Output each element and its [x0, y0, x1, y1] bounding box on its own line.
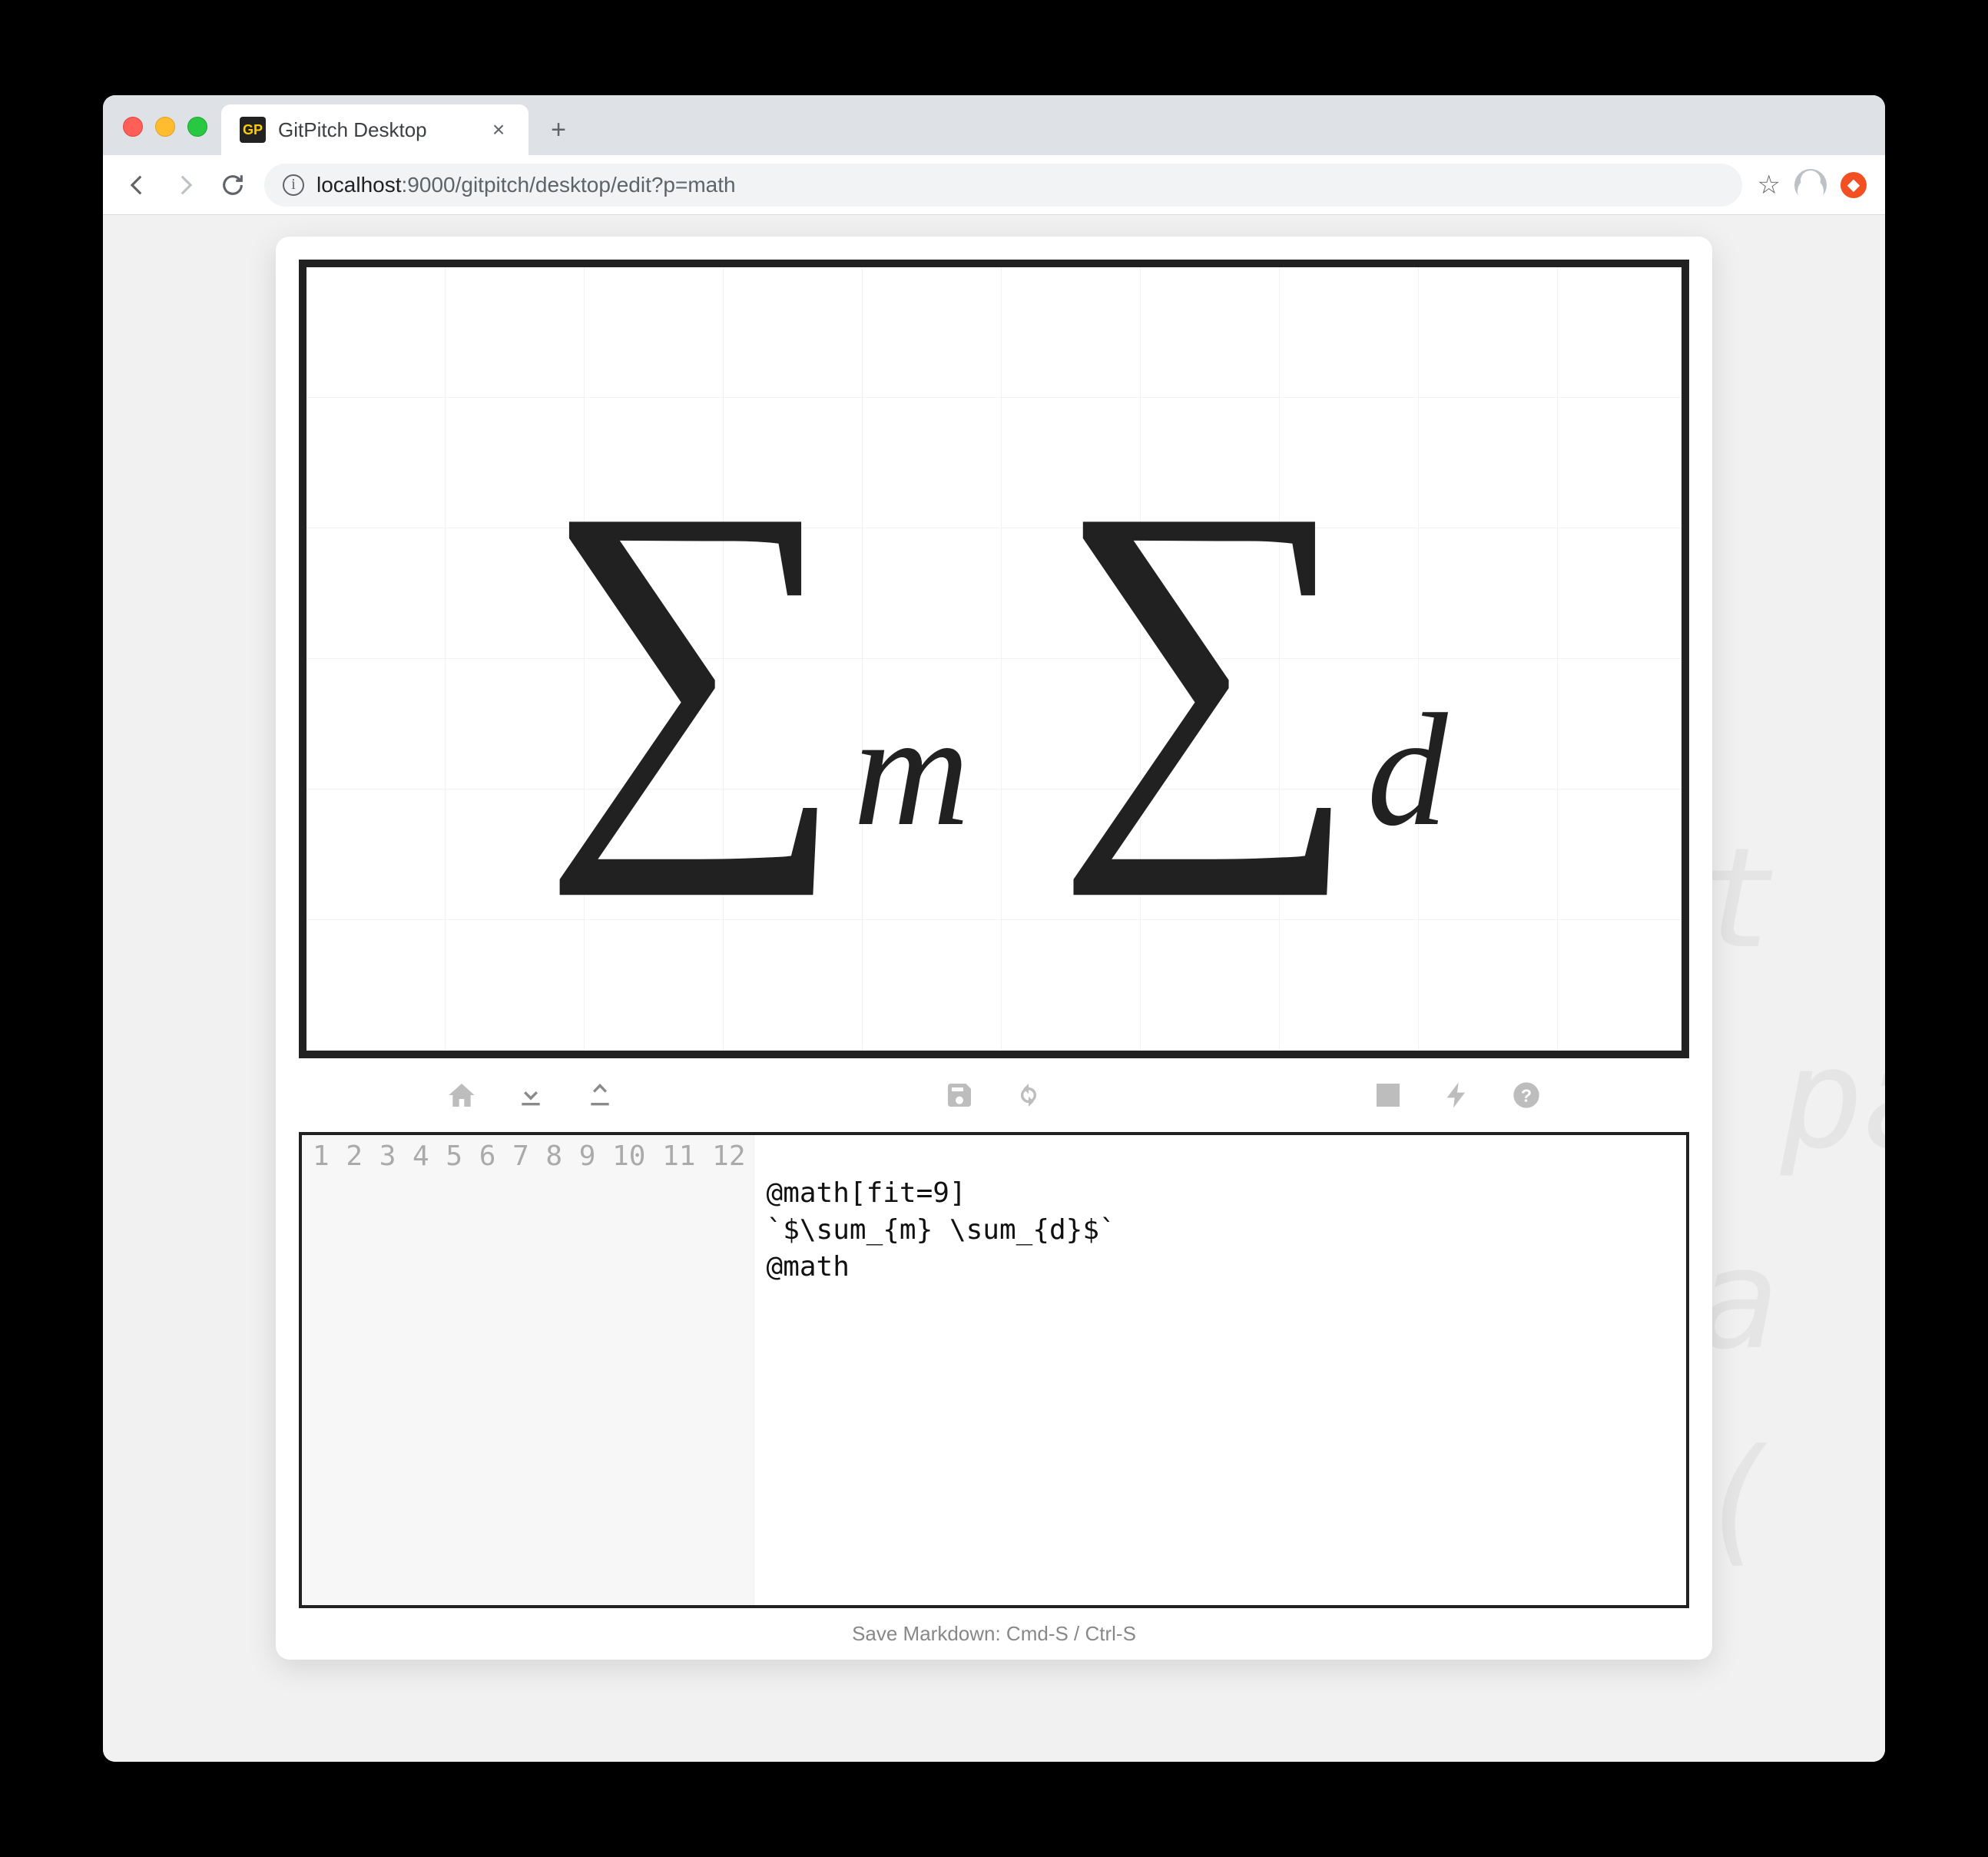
tab-title: GitPitch Desktop — [278, 118, 427, 142]
bolt-icon[interactable] — [1440, 1078, 1474, 1112]
site-info-icon[interactable]: i — [283, 174, 304, 196]
download-icon[interactable] — [514, 1078, 548, 1112]
refresh-icon[interactable] — [1012, 1078, 1045, 1112]
slide-preview: ∑ m ∑ d — [299, 260, 1689, 1058]
new-tab-button[interactable]: + — [539, 111, 578, 149]
address-bar: i localhost:9000/gitpitch/desktop/edit?p… — [103, 155, 1885, 215]
tab-favicon: GP — [240, 117, 266, 143]
browser-window: GP GitPitch Desktop × + i localhost:9000… — [103, 95, 1885, 1762]
page-content: et pa 1a d( ∑ m ∑ d — [103, 215, 1885, 1762]
nav-back-button[interactable] — [121, 169, 154, 201]
bookmark-star-icon[interactable]: ☆ — [1758, 170, 1781, 200]
home-icon[interactable] — [445, 1078, 479, 1112]
tab-close-icon[interactable]: × — [487, 118, 510, 141]
nav-reload-button[interactable] — [217, 169, 249, 201]
nav-forward-button[interactable] — [169, 169, 201, 201]
editor-toolbar: ? — [299, 1058, 1689, 1132]
sigma-symbol: ∑ — [540, 498, 847, 820]
gitpitch-panel: ∑ m ∑ d — [276, 237, 1712, 1660]
url-text: localhost:9000/gitpitch/desktop/edit?p=m… — [316, 173, 736, 197]
editor-code[interactable]: @math[fit=9] `$\sum_{m} \sum_{d}$` @math — [754, 1135, 1128, 1605]
editor-gutter: 1 2 3 4 5 6 7 8 9 10 11 12 — [302, 1135, 754, 1605]
upload-icon[interactable] — [583, 1078, 617, 1112]
expand-icon[interactable] — [1371, 1078, 1405, 1112]
profile-avatar-icon[interactable] — [1794, 169, 1827, 201]
url-field[interactable]: i localhost:9000/gitpitch/desktop/edit?p… — [264, 164, 1742, 207]
sigma-subscript-m: m — [853, 690, 970, 851]
window-controls — [115, 117, 221, 155]
tab-bar: GP GitPitch Desktop × + — [103, 95, 1885, 155]
status-bar: Save Markdown: Cmd-S / Ctrl-S — [299, 1608, 1689, 1650]
save-icon[interactable] — [943, 1078, 976, 1112]
window-minimize-button[interactable] — [155, 117, 175, 137]
math-formula: ∑ m ∑ d — [540, 498, 1447, 820]
browser-tab[interactable]: GP GitPitch Desktop × — [221, 104, 528, 155]
sigma-subscript-d: d — [1367, 690, 1448, 851]
help-icon[interactable]: ? — [1509, 1078, 1543, 1112]
window-maximize-button[interactable] — [187, 117, 207, 137]
svg-text:?: ? — [1521, 1085, 1532, 1105]
markdown-editor[interactable]: 1 2 3 4 5 6 7 8 9 10 11 12 @math[fit=9] … — [299, 1132, 1689, 1608]
window-close-button[interactable] — [123, 117, 143, 137]
sigma-symbol: ∑ — [1054, 498, 1360, 820]
extension-icon[interactable]: ◆ — [1841, 172, 1867, 198]
